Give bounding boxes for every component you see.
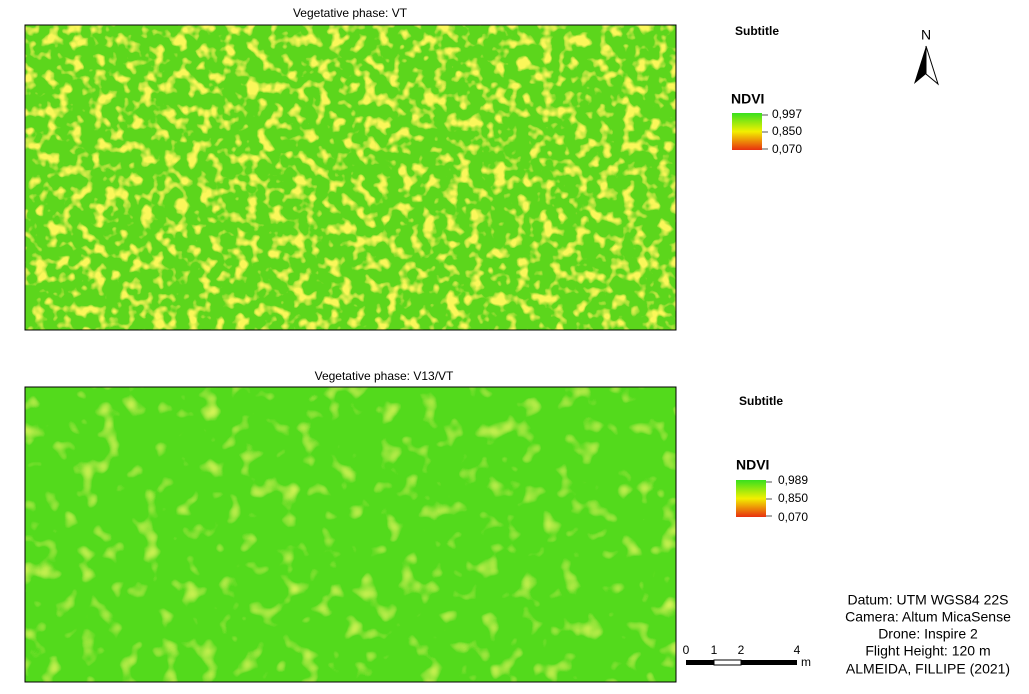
panel-title: Vegetative phase: V13/VT [315,369,454,383]
legend-label: 0,989 [778,473,808,487]
scale-unit: m [801,655,811,669]
ndvi-raster [25,25,676,330]
scale-label: 0 [683,643,690,657]
map-frame [24,24,677,331]
color-ramp [732,113,762,150]
scale-segment [686,660,714,665]
north-arrow [914,46,926,84]
credit-line: Camera: Altum MicaSense [845,609,1011,625]
legend-label: 0,997 [772,107,802,121]
legend-label: 0,070 [778,510,808,524]
legend-title: NDVI [736,457,769,473]
scale-label: 1 [711,643,718,657]
scale-label: 4 [794,643,801,657]
credit-line: Drone: Inspire 2 [878,626,978,642]
credit-line: ALMEIDA, FILLIPE (2021) [846,661,1010,677]
scale-segment [741,660,797,665]
north-arrow [925,45,939,86]
scale-segment [713,659,742,666]
legend-subtitle: Subtitle [739,394,783,408]
scale-label: 2 [738,643,745,657]
legend-label: 0,070 [772,142,802,156]
legend-label: 0,850 [772,124,802,138]
credit-line: Datum: UTM WGS84 22S [847,592,1008,608]
panel-title: Vegetative phase: VT [293,6,408,20]
color-ramp [736,480,766,517]
ndvi-raster [25,387,676,682]
map-frame [24,386,677,683]
north-label: N [921,27,931,43]
credit-line: Flight Height: 120 m [865,643,990,659]
legend-label: 0,850 [778,491,808,505]
legend-title: NDVI [731,91,764,107]
scale-bar: 0 1 2 4 m [683,643,811,669]
legend-subtitle: Subtitle [735,24,779,38]
